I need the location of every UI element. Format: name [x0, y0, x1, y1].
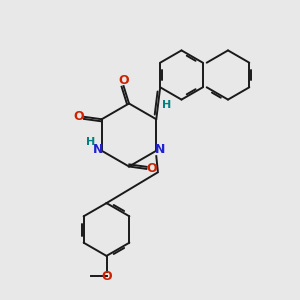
Text: O: O — [146, 162, 157, 176]
Text: O: O — [74, 110, 84, 123]
Text: O: O — [118, 74, 129, 87]
Text: N: N — [155, 143, 165, 156]
Text: O: O — [101, 270, 112, 283]
Text: N: N — [93, 143, 103, 156]
Text: H: H — [86, 137, 95, 147]
Text: H: H — [162, 100, 171, 110]
